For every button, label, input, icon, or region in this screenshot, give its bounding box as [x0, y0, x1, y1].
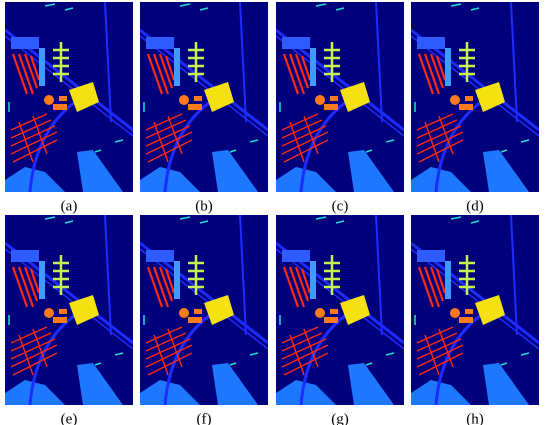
classification-map — [411, 215, 539, 405]
panel-label: (h) — [466, 411, 484, 425]
panel-label: (b) — [195, 198, 213, 214]
panels: (a) (b) (c) (d) (e) (f) (g) (h) — [5, 2, 539, 425]
classification-map — [276, 2, 404, 192]
classification-map — [140, 2, 268, 192]
panel-label: (d) — [466, 198, 484, 214]
classification-map — [411, 2, 539, 192]
classification-map — [276, 215, 404, 405]
classification-map — [5, 2, 133, 192]
panel-label: (c) — [332, 198, 349, 214]
panel-label: (f) — [197, 411, 212, 425]
classification-map — [5, 215, 133, 405]
panel-label: (g) — [331, 411, 349, 425]
classification-map — [140, 215, 268, 405]
panel-label: (a) — [61, 198, 78, 214]
panel-label: (e) — [61, 411, 78, 425]
